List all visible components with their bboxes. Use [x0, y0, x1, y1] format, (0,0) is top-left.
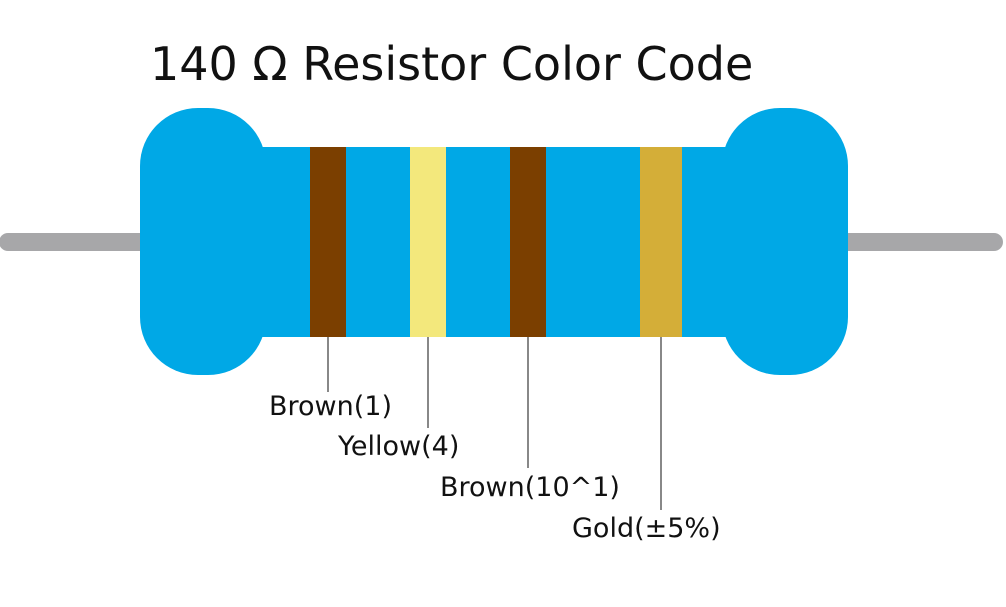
color-band [410, 147, 446, 337]
bands: Brown(1) Yellow(4) Brown(10^1) Gold(±5%) [269, 147, 721, 544]
band-label: Yellow(4) [337, 431, 459, 462]
title: 140 Ω Resistor Color Code [150, 37, 753, 91]
color-band [640, 147, 682, 337]
body-cap-right [722, 108, 848, 375]
band-label: Gold(±5%) [572, 513, 721, 544]
body-cap-left [140, 108, 266, 375]
color-band [310, 147, 346, 337]
band-label: Brown(10^1) [440, 472, 620, 503]
color-band [510, 147, 546, 337]
band-label: Brown(1) [269, 391, 392, 422]
